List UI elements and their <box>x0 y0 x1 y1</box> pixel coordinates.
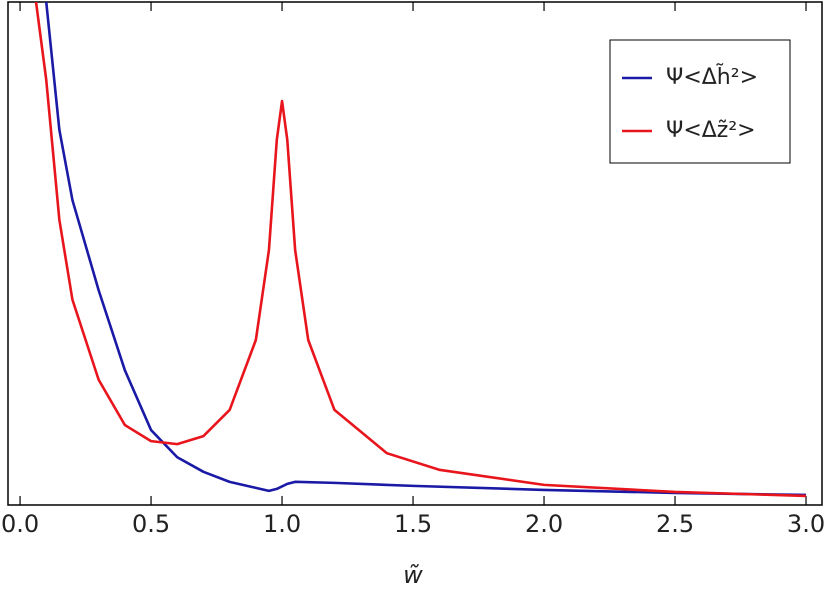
plot-area <box>34 2 807 498</box>
legend-label: Ψ<Δh̃²> <box>666 64 758 90</box>
x-tick-label: 0.5 <box>132 510 170 538</box>
x-axis-label: w̃ <box>403 561 423 589</box>
legend-box <box>609 39 791 164</box>
series-line <box>34 2 807 498</box>
legend-label: Ψ<Δz̃²> <box>666 118 756 143</box>
series-line <box>44 2 807 497</box>
x-tick-label: 1.0 <box>263 510 301 538</box>
x-tick-label: 3.0 <box>787 510 825 538</box>
x-tick-label: 0.0 <box>1 510 39 538</box>
x-tick-label: 2.5 <box>656 510 694 538</box>
x-tick-label: 1.5 <box>394 510 432 538</box>
x-tick-label: 2.0 <box>525 510 563 538</box>
plot-frame <box>7 1 823 506</box>
